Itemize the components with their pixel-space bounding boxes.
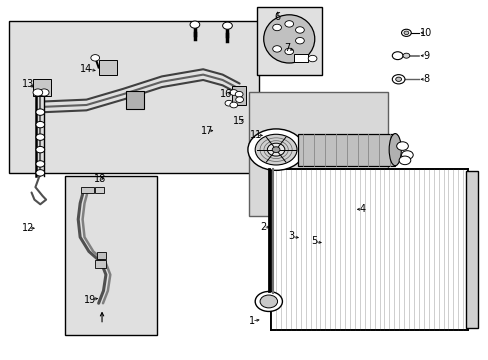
- Circle shape: [36, 109, 44, 115]
- Circle shape: [272, 147, 280, 153]
- Circle shape: [33, 89, 42, 96]
- Circle shape: [247, 129, 304, 170]
- Circle shape: [235, 97, 243, 103]
- Circle shape: [190, 21, 200, 28]
- Ellipse shape: [263, 15, 314, 63]
- Circle shape: [285, 48, 293, 55]
- Circle shape: [229, 90, 237, 95]
- Circle shape: [401, 151, 412, 159]
- Bar: [95, 187, 104, 193]
- Circle shape: [91, 55, 100, 61]
- Bar: [249, 93, 387, 216]
- Bar: [293, 54, 307, 62]
- Circle shape: [398, 156, 410, 165]
- Circle shape: [402, 53, 409, 58]
- Bar: [64, 176, 157, 336]
- Text: 1: 1: [248, 316, 254, 326]
- Circle shape: [39, 89, 49, 96]
- Circle shape: [295, 37, 304, 44]
- Circle shape: [255, 292, 282, 311]
- Text: 9: 9: [423, 51, 428, 61]
- Circle shape: [36, 147, 44, 153]
- Bar: [95, 260, 106, 267]
- Bar: [33, 79, 51, 96]
- Bar: [9, 21, 259, 173]
- Text: 14: 14: [80, 64, 92, 73]
- Text: 8: 8: [423, 74, 428, 84]
- Text: 15: 15: [232, 116, 245, 126]
- Circle shape: [224, 100, 232, 106]
- Text: 13: 13: [22, 79, 34, 89]
- Circle shape: [391, 75, 404, 84]
- Bar: [465, 171, 477, 328]
- Circle shape: [36, 134, 44, 140]
- Text: 19: 19: [84, 295, 96, 305]
- Text: 5: 5: [310, 237, 317, 247]
- Text: 12: 12: [22, 223, 34, 233]
- Text: 17: 17: [201, 126, 213, 136]
- Text: 11: 11: [249, 130, 262, 140]
- Circle shape: [395, 77, 401, 81]
- Text: 2: 2: [259, 222, 265, 232]
- Text: 3: 3: [287, 231, 294, 242]
- Bar: [297, 134, 394, 166]
- Text: 16: 16: [220, 89, 232, 99]
- Bar: [99, 60, 117, 75]
- Circle shape: [391, 52, 402, 60]
- Bar: [81, 187, 94, 193]
- Bar: [232, 86, 245, 105]
- Text: 6: 6: [274, 13, 280, 22]
- Bar: [126, 91, 143, 109]
- Circle shape: [235, 91, 243, 97]
- Text: 18: 18: [93, 174, 105, 184]
- Circle shape: [285, 21, 293, 27]
- Circle shape: [272, 24, 281, 31]
- Circle shape: [255, 134, 296, 165]
- Circle shape: [260, 295, 277, 308]
- Circle shape: [36, 170, 44, 176]
- Circle shape: [396, 142, 407, 150]
- Circle shape: [36, 121, 44, 128]
- Text: 4: 4: [359, 204, 365, 214]
- Bar: [256, 7, 322, 75]
- Circle shape: [307, 55, 316, 62]
- Circle shape: [401, 29, 410, 36]
- Circle shape: [272, 46, 281, 52]
- Ellipse shape: [388, 134, 401, 166]
- Text: 7: 7: [284, 43, 290, 53]
- Circle shape: [36, 161, 44, 167]
- Circle shape: [267, 143, 285, 156]
- Bar: [271, 169, 467, 330]
- Circle shape: [229, 102, 237, 108]
- Text: 10: 10: [419, 28, 431, 38]
- Circle shape: [403, 31, 408, 35]
- Bar: [97, 252, 106, 258]
- Circle shape: [222, 22, 232, 29]
- Circle shape: [295, 27, 304, 33]
